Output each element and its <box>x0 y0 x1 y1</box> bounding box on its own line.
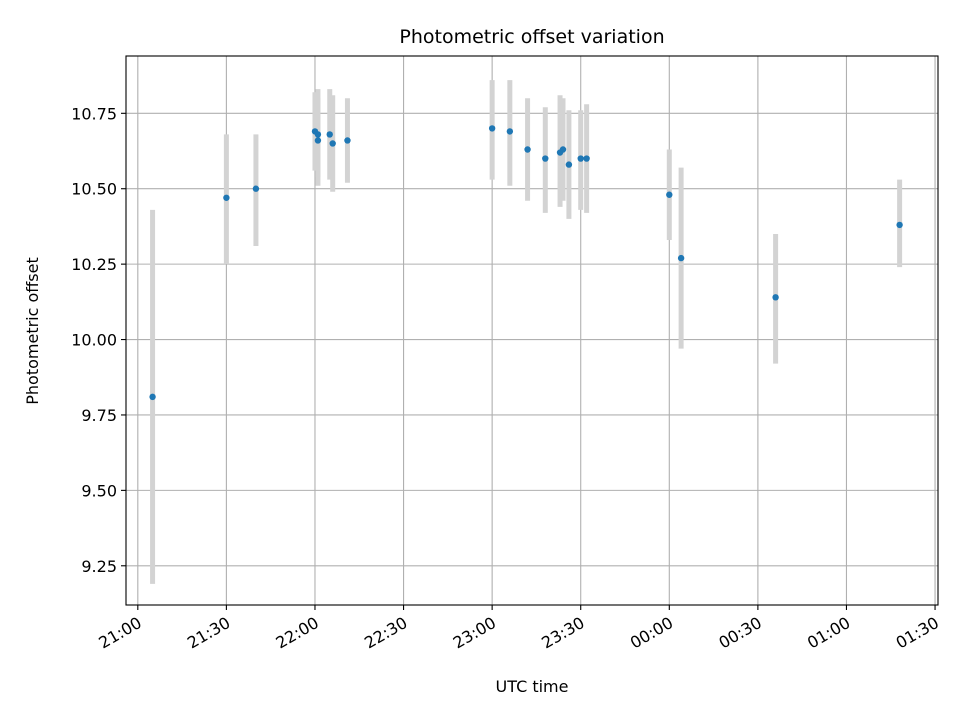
data-point <box>344 137 351 144</box>
y-tick-label: 9.25 <box>81 557 117 576</box>
data-point <box>677 254 685 262</box>
data-point <box>314 131 322 138</box>
data-point <box>577 155 584 162</box>
data-point <box>488 125 496 132</box>
data-point <box>329 140 336 147</box>
chart-title: Photometric offset variation <box>399 26 664 48</box>
y-tick-label: 10.25 <box>71 255 117 274</box>
data-point <box>565 161 573 168</box>
data-point <box>252 185 260 192</box>
data-point <box>583 155 590 162</box>
data-point <box>326 131 333 138</box>
data-points <box>149 125 903 401</box>
data-point <box>149 393 156 401</box>
y-tick-label: 10.00 <box>71 331 117 350</box>
data-point <box>223 194 230 201</box>
data-point <box>524 146 531 153</box>
data-point <box>666 191 673 198</box>
y-tick-label: 9.75 <box>81 406 117 425</box>
y-axis-ticks: 9.25 9.50 9.75 10.00 10.25 10.50 10.75 <box>71 104 126 576</box>
data-point <box>542 155 549 162</box>
data-point <box>772 294 779 301</box>
data-point <box>506 128 514 135</box>
data-point <box>896 221 903 229</box>
y-tick-label: 9.50 <box>81 481 117 500</box>
data-point <box>314 137 322 144</box>
y-axis-title: Photometric offset <box>23 257 42 405</box>
y-tick-label: 10.50 <box>71 180 117 199</box>
y-tick-label: 10.75 <box>71 104 117 123</box>
data-point <box>559 146 567 153</box>
x-axis-title: UTC time <box>496 677 569 696</box>
plot-frame <box>125 55 939 606</box>
